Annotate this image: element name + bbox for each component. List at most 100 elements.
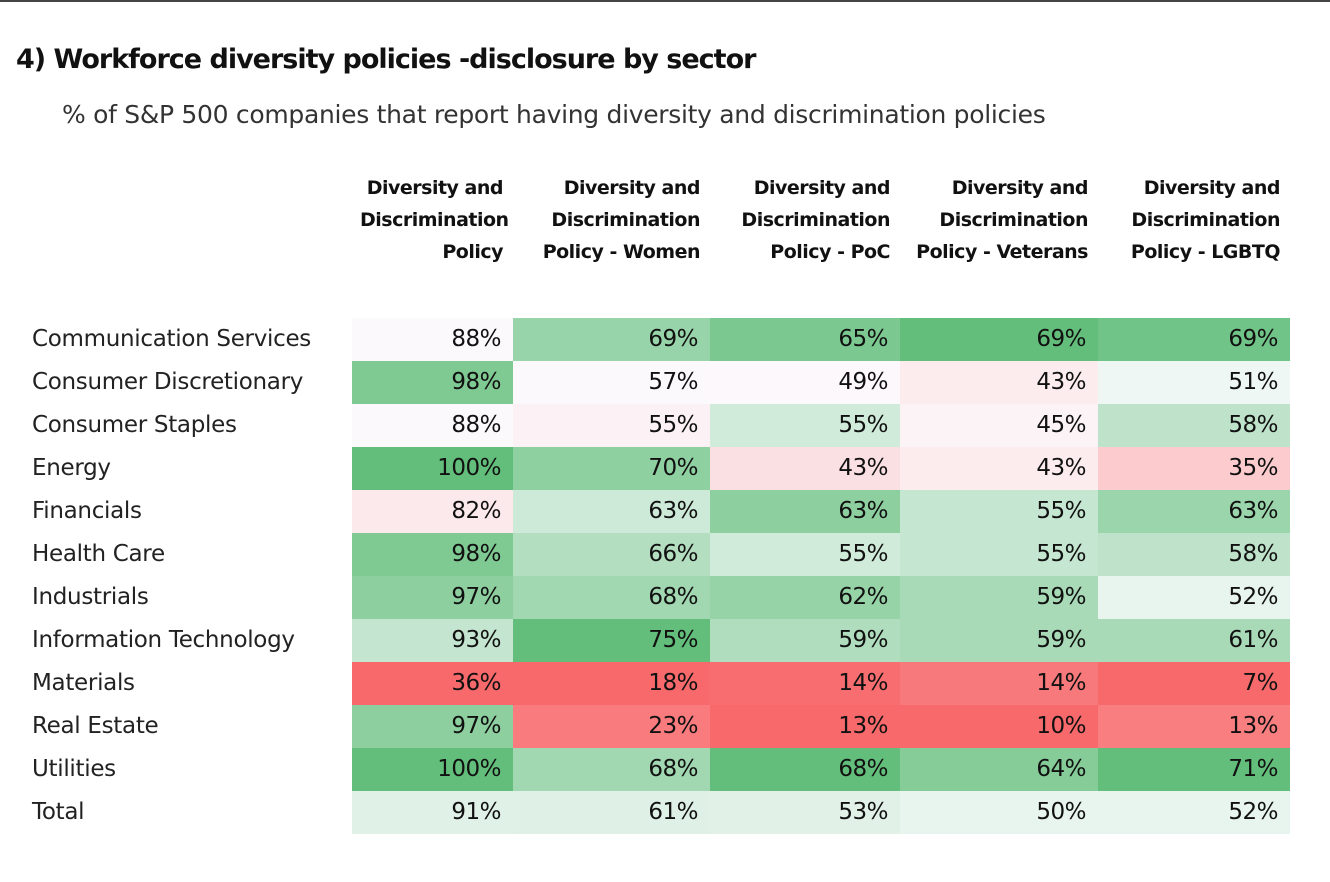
heatmap-cell: 49% (710, 361, 900, 404)
cell-label: 43% (1036, 369, 1086, 395)
heatmap-cell: 55% (513, 404, 710, 447)
heatmap-cell: 98% (352, 533, 513, 576)
cell-label: 55% (1036, 498, 1086, 524)
heatmap-cell: 97% (352, 576, 513, 619)
row-label: Financials (32, 498, 142, 524)
heatmap-cell: 82% (352, 490, 513, 533)
cell-label: 55% (1036, 541, 1086, 567)
cell-label: 58% (1228, 541, 1278, 567)
row-label: Consumer Discretionary (32, 369, 304, 395)
column-header: Diversity and Discrimination Policy - Po… (741, 177, 890, 263)
heatmap-cell: 14% (710, 662, 900, 705)
cell-label: 91% (451, 799, 501, 825)
cell-label: 63% (648, 498, 698, 524)
heatmap-cell: 93% (352, 619, 513, 662)
heatmap-cell: 23% (513, 705, 710, 748)
cell-label: 66% (648, 541, 698, 567)
row-label: Total (32, 799, 85, 825)
cell-label: 53% (838, 799, 888, 825)
heatmap-cell: 68% (513, 748, 710, 791)
cell-label: 14% (1036, 670, 1086, 696)
cell-label: 98% (451, 369, 501, 395)
heatmap-cell: 70% (513, 447, 710, 490)
cell-label: 55% (838, 412, 888, 438)
cell-label: 36% (451, 670, 501, 696)
cell-label: 35% (1228, 455, 1278, 481)
heatmap-cell: 66% (513, 533, 710, 576)
cell-label: 69% (1228, 326, 1278, 352)
cell-label: 13% (838, 713, 888, 739)
row-label: Information Technology (32, 627, 295, 653)
cell-label: 69% (648, 326, 698, 352)
column-header: Diversity and Discrimination Policy - Wo… (542, 177, 701, 263)
cell-label: 7% (1242, 670, 1279, 696)
heatmap-cell: 69% (900, 318, 1098, 361)
heatmap-cell: 100% (352, 748, 513, 791)
row-label: Industrials (32, 584, 149, 610)
heatmap-cell: 97% (352, 705, 513, 748)
heatmap-cell: 10% (900, 705, 1098, 748)
heatmap-cell: 63% (1098, 490, 1290, 533)
heatmap-cell: 13% (1098, 705, 1290, 748)
heatmap-cell: 55% (710, 533, 900, 576)
heatmap-cell: 98% (352, 361, 513, 404)
column-header: Diversity and Discrimination Policy - LG… (1130, 177, 1281, 263)
cell-label: 100% (437, 756, 501, 782)
heatmap-cell: 61% (1098, 619, 1290, 662)
cell-label: 59% (1036, 584, 1086, 610)
row-label: Utilities (32, 756, 116, 782)
title: 4) Workforce diversity policies -disclos… (16, 44, 756, 75)
heatmap-cell: 55% (710, 404, 900, 447)
heatmap-cell: 58% (1098, 404, 1290, 447)
cell-label: 50% (1036, 799, 1086, 825)
cell-label: 68% (648, 756, 698, 782)
heatmap-cell: 52% (1098, 576, 1290, 619)
cell-label: 97% (451, 713, 501, 739)
cell-label: 59% (838, 627, 888, 653)
heatmap-cell: 52% (1098, 791, 1290, 834)
heatmap-cell: 69% (513, 318, 710, 361)
cell-label: 61% (648, 799, 698, 825)
heatmap-cell: 63% (710, 490, 900, 533)
cell-label: 55% (838, 541, 888, 567)
heatmap-cell: 65% (710, 318, 900, 361)
heatmap-cell: 43% (900, 447, 1098, 490)
cell-label: 82% (451, 498, 501, 524)
heatmap-cell: 59% (900, 576, 1098, 619)
cell-label: 52% (1228, 799, 1278, 825)
cell-label: 64% (1036, 756, 1086, 782)
cell-label: 58% (1228, 412, 1278, 438)
cell-label: 62% (838, 584, 888, 610)
heatmap-cell: 61% (513, 791, 710, 834)
heatmap-cell: 68% (513, 576, 710, 619)
cell-label: 52% (1228, 584, 1278, 610)
row-label: Consumer Staples (32, 412, 237, 438)
heatmap-cell: 36% (352, 662, 513, 705)
cell-label: 71% (1228, 756, 1278, 782)
heatmap-cell: 71% (1098, 748, 1290, 791)
heatmap-cell: 88% (352, 318, 513, 361)
cell-label: 70% (648, 455, 698, 481)
cell-label: 14% (838, 670, 888, 696)
row-label: Health Care (32, 541, 165, 567)
heatmap-cell: 13% (710, 705, 900, 748)
heatmap-cell: 91% (352, 791, 513, 834)
cell-label: 97% (451, 584, 501, 610)
heatmap-cell: 51% (1098, 361, 1290, 404)
cell-label: 61% (1228, 627, 1278, 653)
cell-label: 51% (1228, 369, 1278, 395)
heatmap-cell: 50% (900, 791, 1098, 834)
cell-label: 23% (648, 713, 698, 739)
cell-label: 63% (838, 498, 888, 524)
heatmap-cell: 45% (900, 404, 1098, 447)
subtitle: % of S&P 500 companies that report havin… (62, 100, 1046, 129)
cell-label: 88% (451, 326, 501, 352)
heatmap-cell: 59% (710, 619, 900, 662)
cell-label: 93% (451, 627, 501, 653)
heatmap-cell: 62% (710, 576, 900, 619)
cell-label: 68% (838, 756, 888, 782)
top-border (0, 0, 1330, 2)
cell-label: 13% (1228, 713, 1278, 739)
cell-label: 100% (437, 455, 501, 481)
column-header: Diversity and Discrimination Policy - Ve… (916, 177, 1088, 263)
